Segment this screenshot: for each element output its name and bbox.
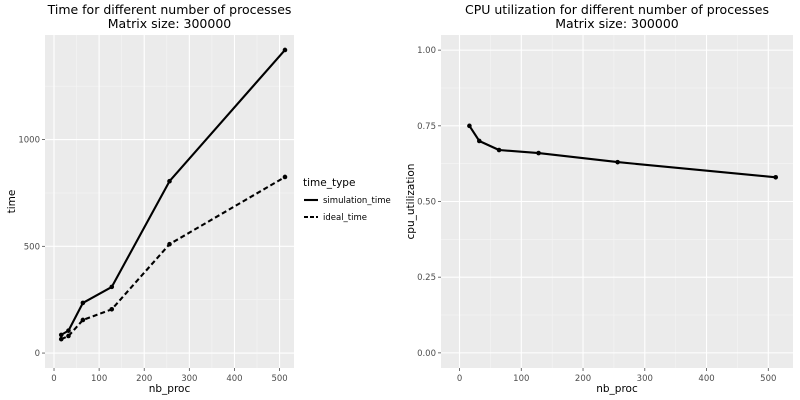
- cpu-chart-title: CPU utilization for different number of …: [465, 2, 769, 17]
- cpu-y-tick-label: 0.00: [417, 349, 436, 359]
- cpu-data-point: [476, 138, 482, 144]
- time-y-axis-label: time: [6, 190, 18, 214]
- cpu-data-point: [773, 174, 779, 180]
- cpu-data-point: [467, 123, 472, 129]
- time-x-tick-label: 300: [181, 374, 197, 384]
- legend-title: time_type: [303, 177, 355, 189]
- cpu-x-tick-label: 100: [513, 374, 529, 384]
- time-data-point: [109, 284, 115, 290]
- time-y-tick-label: 0: [35, 349, 40, 359]
- cpu-x-axis-label: nb_proc: [596, 383, 638, 395]
- cpu-x-tick-label: 300: [637, 374, 653, 384]
- time-data-point: [167, 178, 172, 184]
- cpu-data-point: [615, 159, 620, 165]
- time-data-point: [66, 328, 71, 333]
- cpu-x-tick-label: 500: [760, 374, 776, 384]
- cpu-x-tick-label: 200: [575, 374, 591, 384]
- legend-label-ideal_time: ideal_time: [323, 213, 367, 223]
- cpu-data-point: [536, 150, 541, 156]
- time-data-point: [58, 336, 64, 342]
- time-data-point: [282, 174, 288, 180]
- cpu-y-tick-label: 0.75: [417, 122, 436, 132]
- time-data-point: [80, 300, 86, 306]
- cpu-y-axis-label: cpu_utilization: [405, 164, 417, 240]
- time-y-tick-label: 1000: [18, 136, 40, 146]
- cpu-x-tick-label: 400: [698, 374, 714, 384]
- legend-label-simulation_time: simulation_time: [323, 196, 391, 206]
- time-data-point: [282, 47, 288, 53]
- cpu-y-tick-label: 0.50: [417, 198, 436, 208]
- time-x-tick-label: 400: [226, 374, 242, 384]
- time-x-tick-label: 100: [91, 374, 107, 384]
- time-x-tick-label: 200: [136, 374, 152, 384]
- time-chart: 0 100 200 300 400 500 0 500 1000 Time for differe…: [6, 2, 391, 395]
- time-data-point: [58, 332, 64, 338]
- time-chart-subtitle: Matrix size: 300000: [108, 16, 232, 31]
- cpu-chart: 0 100 200 300 400 500 0.00 0.25 0.50 0.75 1.00 CPU …: [405, 2, 793, 395]
- time-panel-background: [45, 35, 294, 368]
- time-series-line-ideal_time: [60, 176, 286, 341]
- time-y-tick-label: 500: [24, 242, 40, 252]
- time-chart-title: Time for different number of processes: [47, 2, 292, 17]
- cpu-x-tick-label: 0: [457, 374, 462, 384]
- cpu-y-tick-label: 1.00: [417, 46, 436, 56]
- cpu-series-line-0: [468, 125, 776, 179]
- cpu-chart-subtitle: Matrix size: 300000: [555, 16, 679, 31]
- time-x-axis-label: nb_proc: [149, 383, 191, 395]
- time-data-point: [80, 317, 86, 323]
- cpu-data-point: [496, 147, 502, 153]
- cpu-y-tick-label: 0.25: [417, 273, 436, 283]
- time-x-tick-label: 500: [271, 374, 287, 384]
- time-x-tick-label: 0: [51, 374, 56, 384]
- time-data-point: [66, 333, 71, 339]
- time-data-point: [109, 306, 115, 312]
- time-data-point: [167, 241, 172, 247]
- time-legend: time_type simulation_time ideal_time: [303, 177, 391, 223]
